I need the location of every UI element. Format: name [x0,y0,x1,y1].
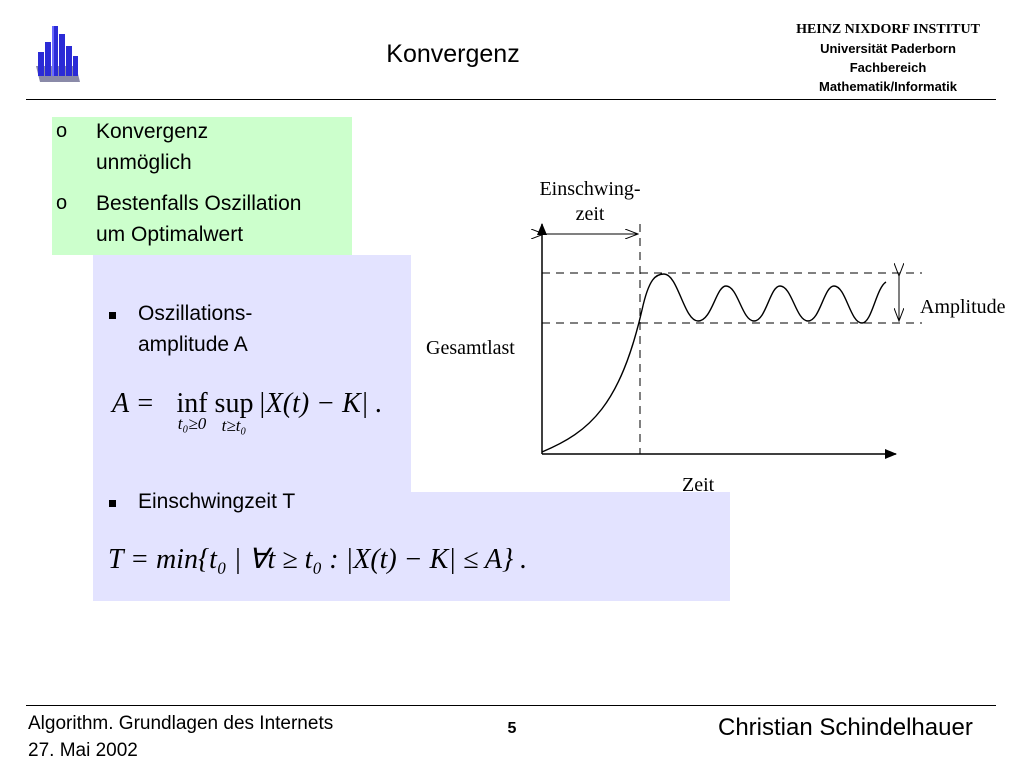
bullet-text: amplitude A [138,333,248,356]
bullet-text: Konvergenz [96,120,209,143]
list-item: o Bestenfalls Oszillation um Optimalwert [56,188,348,250]
list-item: Oszillations- amplitude A [109,298,399,360]
amplitude-label: Amplitude [920,296,1006,318]
settling-time-label: zeit [576,203,605,225]
footer-divider [26,705,996,706]
university-logo [36,26,80,82]
institute-name: HEINZ NIXDORF INSTITUT [796,22,980,37]
oscillation-diagram: Einschwing- zeit Amplitude Gesamtlast Ze… [426,178,1006,496]
formula-lhs: A = [112,388,155,419]
institute-line: Fachbereich [849,60,927,75]
square-bullet-icon [109,312,116,319]
bullet-text: Oszillations- [138,302,253,325]
system-load-curve [541,273,887,453]
lecture-date: 27. Mai 2002 [28,740,138,761]
formula-lhs: T = min [108,544,198,575]
list-item: Einschwingzeit T [109,486,409,517]
institute-line: Mathematik/Informatik [819,79,957,94]
formula-inf-group: inf t₀≥0 [172,388,212,434]
author-name: Christian Schindelhauer [718,714,973,741]
settling-formula: T = min{t₀ | ∀t ≥ t₀ : |X(t) − K| ≤ A} . [108,542,527,576]
bullet-marker: o [56,120,68,142]
bullet-text: um Optimalwert [96,223,244,246]
settling-time-label: Einschwing- [539,178,640,200]
bullet-marker: o [56,192,68,214]
bullet-text: unmöglich [96,151,192,174]
footer-course-info: Algorithm. Grundlagen des Internets 27. … [28,710,333,764]
institute-block: HEINZ NIXDORF INSTITUT Universität Pader… [780,20,996,96]
formula-inf-subscript: t₀≥0 [177,414,207,433]
formula-sup: sup [214,388,254,419]
list-item: o Konvergenz unmöglich [56,116,348,178]
course-name: Algorithm. Grundlagen des Internets [28,713,334,734]
time-axis-label: Zeit [682,474,715,496]
slide-title: Konvergenz [386,40,520,68]
highlight-box-green [52,117,352,255]
highlight-box-amplitude [93,255,411,492]
formula-body: {t₀ | ∀t ≥ t₀ : |X(t) − K| ≤ A} . [197,544,528,575]
load-axis-label: Gesamtlast [426,337,515,359]
amplitude-formula: A = [112,388,155,420]
formula-sup-group: sup t≥t₀ [212,388,256,436]
formula-body: |X(t) − K| . [258,388,383,419]
bullet-text: Bestenfalls Oszillation [96,192,302,215]
square-bullet-icon [109,500,116,507]
header-divider [26,99,996,100]
page-number: 5 [507,720,517,737]
bullet-text: Einschwingzeit T [138,490,296,513]
formula-sup-subscript: t≥t₀ [221,416,247,435]
institute-line: Universität Paderborn [820,41,956,56]
highlight-box-settling [93,492,730,601]
formula-inf: inf [176,388,208,419]
